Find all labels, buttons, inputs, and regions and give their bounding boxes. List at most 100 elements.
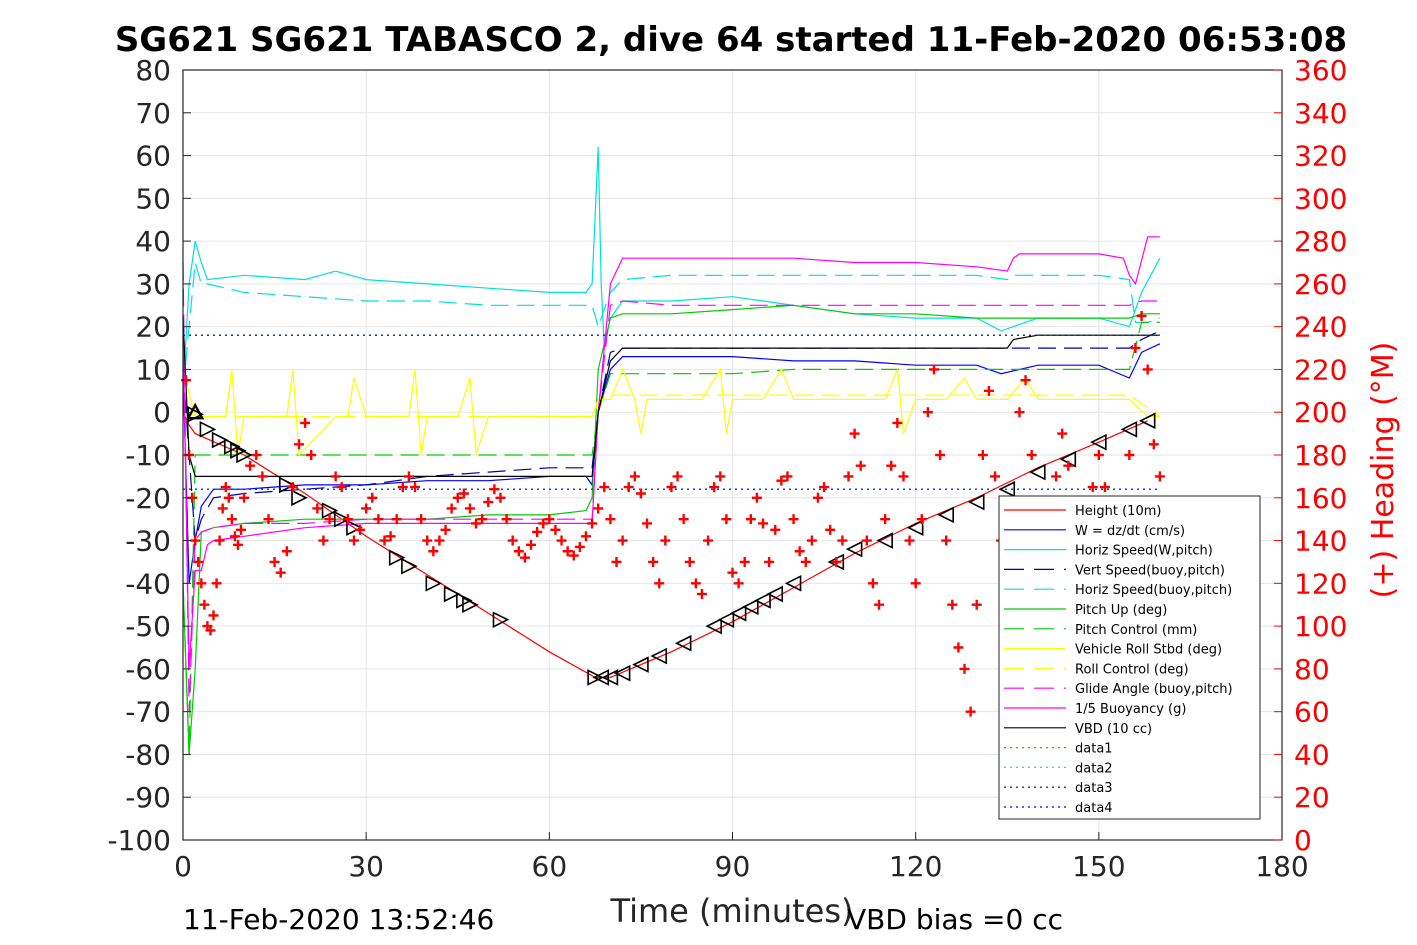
heading-point (205, 625, 216, 636)
y-right-tick-label: 240 (1294, 311, 1347, 344)
heading-point (910, 578, 921, 589)
heading-point (983, 385, 994, 396)
y-tick-label: -60 (125, 653, 171, 686)
legend-label: Horiz Speed(buoy,pitch) (1075, 583, 1232, 598)
heading-point (336, 482, 347, 493)
series-horiz-speed-w-pitch (182, 146, 1161, 391)
series-pitch-control-mm (182, 321, 1160, 755)
y-axis-label-right: (+) Heading (°M) (1366, 342, 1401, 599)
heading-point (324, 514, 335, 525)
legend-label: Vehicle Roll Stbd (deg) (1075, 643, 1222, 658)
heading-point (861, 535, 872, 546)
legend-label: Height (10m) (1075, 504, 1161, 519)
x-tick-label: 150 (1072, 850, 1125, 883)
heading-point (812, 492, 823, 503)
y-right-tick-label: 160 (1294, 482, 1347, 515)
heading-point (196, 578, 207, 589)
height-marker (199, 421, 217, 438)
heading-point (1020, 375, 1031, 386)
y-tick-label: 30 (135, 268, 171, 301)
heading-point (574, 541, 585, 552)
y-tick-label: 70 (135, 97, 171, 130)
heading-point (483, 497, 494, 508)
heading-point (239, 492, 250, 503)
legend-label: data3 (1075, 781, 1113, 796)
heading-point (489, 484, 500, 495)
height-marker (906, 519, 924, 537)
y-tick-label: 80 (135, 54, 171, 87)
heading-point (959, 663, 970, 674)
height-marker (443, 585, 461, 603)
heading-point (471, 518, 482, 529)
heading-point (1136, 310, 1147, 321)
heading-point (507, 535, 518, 546)
height-marker (321, 502, 339, 519)
y-tick-label: 60 (135, 140, 171, 173)
x-tick-label: 60 (532, 850, 568, 883)
height-marker (224, 438, 241, 455)
x-tick-label: 120 (889, 850, 942, 883)
heading-point (660, 535, 671, 546)
heading-point (745, 514, 756, 525)
legend: Height (10m) W = dz/dt (cm/s) Horiz Speed(… (998, 495, 1261, 820)
heading-point (236, 524, 247, 535)
heading-point (367, 492, 378, 503)
heading-point (623, 482, 634, 493)
y-right-tick-label: 360 (1294, 54, 1347, 87)
heading-point (318, 535, 329, 546)
heading-point (562, 546, 573, 557)
heading-point (452, 492, 463, 503)
height-marker (729, 604, 747, 622)
heading-point (513, 546, 524, 557)
heading-point (422, 535, 433, 546)
heading-point (788, 514, 799, 525)
heading-point (190, 535, 201, 546)
legend-label: Pitch Up (deg) (1075, 603, 1167, 618)
y-tick-label: 20 (135, 311, 171, 344)
heading-point (403, 471, 414, 482)
height-marker (937, 506, 954, 524)
heading-point (837, 535, 848, 546)
height-marker (742, 598, 759, 616)
height-marker (998, 480, 1016, 498)
footer-vbd-bias: VBD bias =0 cc (847, 903, 1063, 936)
heading-point (373, 514, 384, 525)
heading-point (342, 514, 353, 525)
height-marker (632, 656, 649, 673)
heading-point (312, 503, 323, 514)
heading-point (898, 471, 909, 482)
heading-point (843, 471, 854, 482)
heading-point (886, 460, 897, 471)
heading-point (532, 527, 543, 537)
legend-label: Horiz Speed(W,pitch) (1075, 544, 1213, 559)
y-right-tick-label: 220 (1294, 353, 1347, 386)
heading-point (764, 556, 775, 567)
heading-point (428, 546, 439, 557)
heading-point (941, 535, 952, 546)
height-marker (967, 493, 985, 511)
y-right-tick-label: 40 (1294, 738, 1330, 771)
heading-point (629, 471, 640, 482)
heading-point (361, 503, 372, 514)
heading-point (385, 531, 396, 542)
heading-point (678, 514, 689, 525)
height-marker (754, 592, 771, 609)
heading-point (229, 531, 240, 542)
y-tick-label: -70 (125, 696, 171, 729)
y-right-tick-label: 300 (1294, 182, 1347, 215)
height-marker (456, 592, 473, 609)
heading-point (208, 610, 219, 621)
heading-point (611, 556, 622, 567)
heading-point (1026, 450, 1037, 460)
heading-point (416, 514, 427, 525)
height-marker (766, 585, 784, 603)
heading-point (211, 578, 222, 589)
dive-start-marker (186, 402, 205, 420)
y-tick-label: 40 (135, 225, 171, 258)
heading-point (654, 578, 665, 589)
heading-point (397, 482, 408, 493)
height-marker (388, 549, 406, 566)
heading-point (709, 482, 720, 493)
heading-point (648, 556, 659, 567)
heading-point (855, 460, 866, 471)
